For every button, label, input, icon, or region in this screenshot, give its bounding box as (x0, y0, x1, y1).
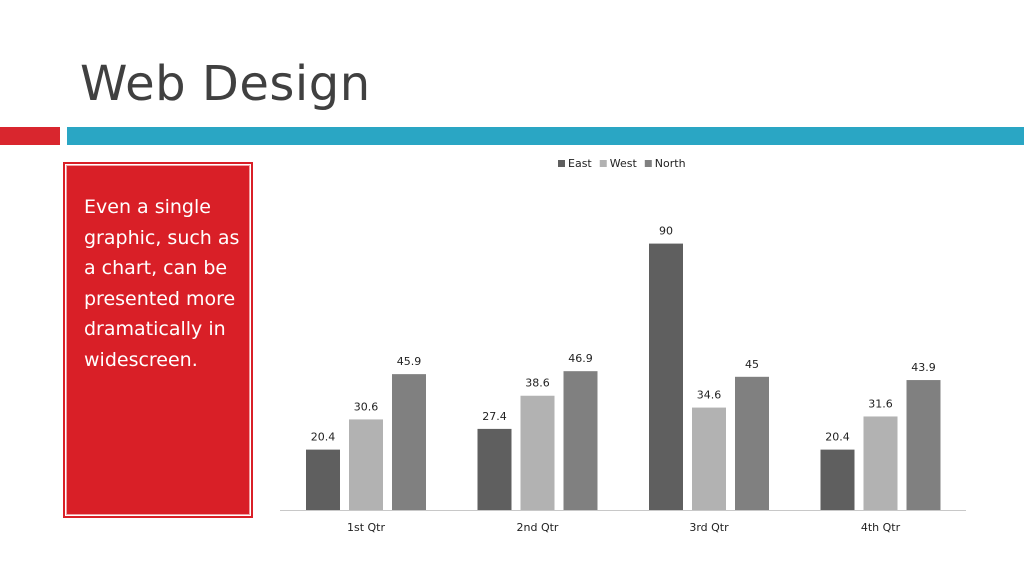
bar-north-2nd-qtr (563, 371, 598, 510)
data-label-west-4th-qtr: 31.6 (868, 397, 893, 410)
x-tick-label-2nd-qtr: 2nd Qtr (517, 521, 559, 534)
legend-swatch-north (644, 160, 652, 167)
bar-west-3rd-qtr (692, 407, 726, 510)
data-label-north-2nd-qtr: 46.9 (568, 352, 593, 365)
legend-label-north: North (655, 157, 686, 170)
legend-swatch-west (599, 160, 607, 167)
data-label-west-2nd-qtr: 38.6 (525, 377, 550, 390)
data-label-east-1st-qtr: 20.4 (311, 431, 336, 444)
bar-north-1st-qtr (392, 374, 426, 510)
bar-east-1st-qtr (306, 449, 340, 510)
bar-west-1st-qtr (349, 419, 383, 510)
data-label-west-1st-qtr: 30.6 (354, 400, 379, 413)
bar-east-4th-qtr (820, 449, 855, 510)
legend-label-east: East (568, 157, 592, 170)
slide-title: Web Design (80, 56, 371, 112)
x-tick-label-1st-qtr: 1st Qtr (347, 521, 386, 534)
legend-swatch-east (558, 160, 565, 167)
x-tick-label-3rd-qtr: 3rd Qtr (689, 521, 729, 534)
bar-north-3rd-qtr (735, 376, 769, 510)
bar-north-4th-qtr (906, 380, 941, 510)
callout-box: Even a single graphic, such as a chart, … (63, 162, 253, 518)
accent-bar-red (0, 127, 60, 145)
x-tick-label-4th-qtr: 4th Qtr (861, 521, 901, 534)
callout-text: Even a single graphic, such as a chart, … (84, 196, 240, 371)
legend-label-west: West (610, 157, 638, 170)
data-label-east-4th-qtr: 20.4 (825, 431, 850, 444)
data-label-west-3rd-qtr: 34.6 (697, 389, 722, 402)
bar-west-2nd-qtr (520, 395, 555, 510)
accent-bar-teal (67, 127, 1024, 145)
bar-chart: 20.4 30.6 45.9 1st Qtr 27.4 38.6 46.9 2nd Qtr 90… (280, 157, 966, 534)
bar-east-3rd-qtr (649, 243, 683, 510)
bar-east-2nd-qtr (477, 428, 512, 510)
data-label-north-3rd-qtr: 45 (745, 358, 759, 371)
bar-west-4th-qtr (863, 416, 898, 510)
data-label-east-2nd-qtr: 27.4 (482, 410, 507, 423)
data-label-north-4th-qtr: 43.9 (911, 361, 936, 374)
data-label-east-3rd-qtr: 90 (659, 225, 673, 238)
data-label-north-1st-qtr: 45.9 (397, 355, 422, 368)
